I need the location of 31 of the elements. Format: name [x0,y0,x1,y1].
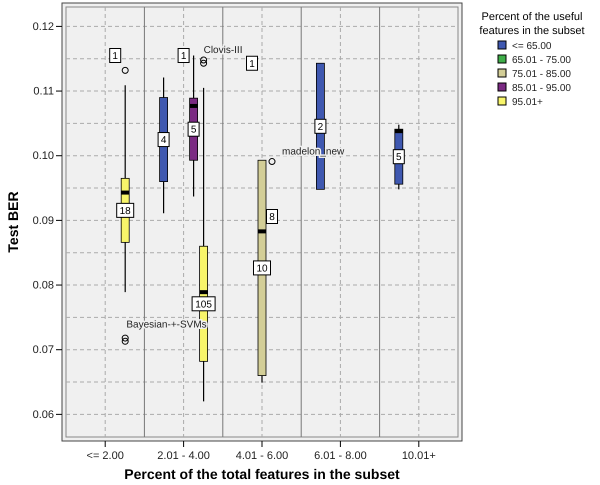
text: 1 [180,50,186,62]
text: 1 [112,50,118,62]
legend-label: 65.01 - 75.00 [512,55,572,66]
y-axis-title: Test BER [5,191,21,253]
legend-title: Percent of the useful features in the subset [479,11,585,37]
text: 5 [396,152,402,164]
text: 8 [269,212,275,224]
y-tick-label: 0.06 [32,408,54,421]
text: 2 [318,122,324,133]
x-tick-label: <= 2.00 [86,450,124,462]
legend-label: 95.01+ [512,97,544,108]
y-tick-label: 0.07 [32,344,54,356]
y-tick-label: 0.08 [32,280,54,292]
text: 4 [160,135,166,146]
legend-label: 75.01 - 85.00 [512,69,572,80]
y-tick-label: 0.10 [32,150,54,162]
x-tick-label: 4.01 - 6.00 [236,450,288,462]
x-tick-label: 10.01+ [402,450,436,462]
legend-label: <= 65.00 [512,41,552,52]
x-tick-label: 2.01 - 4.00 [157,450,210,462]
legend-label: 85.01 - 95.00 [512,83,572,94]
y-tick-label: 0.12 [32,20,54,33]
x-tick-label: 6.01 - 8.00 [314,450,367,462]
y-tick-label: 0.11 [33,86,54,98]
text: 5 [190,124,196,136]
text: 105 [195,299,212,310]
text: 18 [120,206,131,217]
x-axis-title: Percent of the total features in the subset [124,466,400,482]
text: 1 [249,58,255,70]
text: 10 [256,263,268,274]
y-tick-label: 0.09 [32,214,54,227]
